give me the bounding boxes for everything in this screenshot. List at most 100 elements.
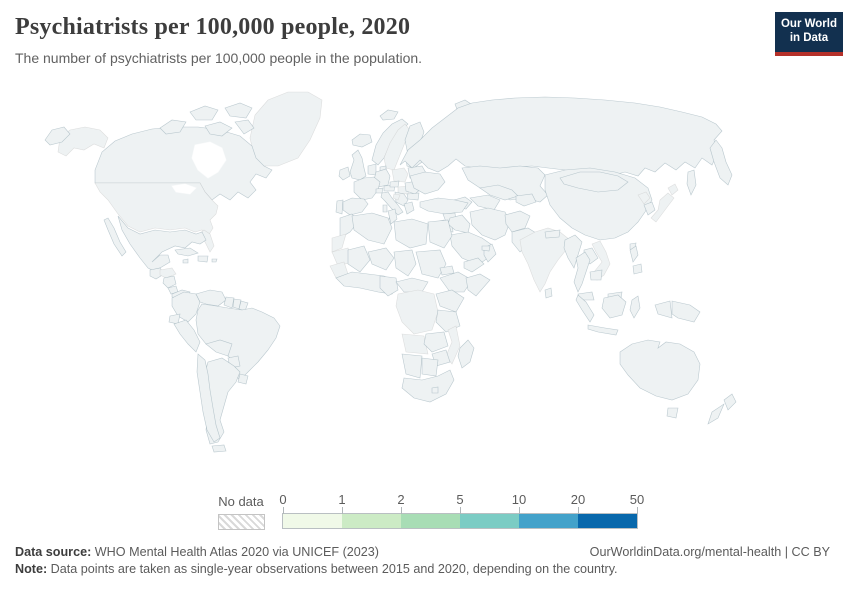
country-peru[interactable] [173, 319, 201, 353]
country-czechia[interactable] [389, 180, 400, 188]
country-nigeria[interactable] [379, 275, 399, 297]
country-cambodia[interactable] [589, 269, 603, 281]
country-namibia[interactable] [401, 353, 423, 379]
country-iceland[interactable] [351, 133, 373, 148]
country-madagascar[interactable] [457, 339, 475, 369]
country-western-sahara[interactable] [331, 233, 347, 253]
country-jamaica[interactable] [182, 258, 189, 264]
country-kenya[interactable] [435, 289, 465, 313]
country-benelux[interactable] [367, 163, 377, 176]
legend-bucket-1-2[interactable] [342, 514, 401, 528]
legend-bucket-2-5[interactable] [401, 514, 460, 528]
country-canada-arctic-islands[interactable] [159, 119, 187, 135]
country-philippines[interactable] [629, 245, 639, 263]
country-puerto-rico[interactable] [211, 258, 218, 263]
owid-logo[interactable]: Our World in Data [775, 12, 843, 56]
country-turkmenistan[interactable] [469, 194, 501, 211]
country-venezuela[interactable] [195, 289, 227, 307]
country-botswana[interactable] [421, 357, 439, 377]
owid-link[interactable]: OurWorldinData.org/mental-health | CC BY [589, 545, 830, 559]
country-chile[interactable] [196, 353, 221, 443]
country-bosnia[interactable] [392, 193, 401, 201]
country-afghanistan[interactable] [504, 210, 531, 233]
country-kyrgyzstan[interactable] [515, 193, 537, 207]
country-japan[interactable] [650, 192, 675, 223]
country-zambia[interactable] [423, 331, 449, 353]
country-russia-kamchatka[interactable] [709, 139, 733, 186]
country-greece[interactable] [403, 201, 415, 215]
country-italy-sardinia[interactable] [382, 204, 388, 213]
country-egypt[interactable] [427, 219, 453, 249]
country-drc[interactable] [395, 289, 439, 335]
country-canada[interactable] [94, 126, 273, 201]
country-guyana[interactable] [223, 296, 235, 309]
country-japan-hokkaido[interactable] [667, 183, 679, 196]
country-russia[interactable] [399, 96, 723, 177]
country-india[interactable] [519, 227, 571, 293]
country-indonesia-java[interactable] [587, 324, 619, 336]
country-indonesia-papua[interactable] [654, 300, 673, 319]
country-libya[interactable] [393, 218, 429, 249]
country-mongolia[interactable] [559, 171, 629, 193]
country-niger[interactable] [367, 247, 395, 271]
country-cuba[interactable] [174, 247, 199, 257]
country-angola[interactable] [401, 333, 429, 355]
country-mozambique[interactable] [445, 325, 461, 365]
country-brazil[interactable] [195, 303, 281, 381]
country-bolivia[interactable] [205, 339, 233, 357]
country-russia-sakhalin[interactable] [686, 169, 697, 196]
country-honduras[interactable] [159, 267, 177, 279]
country-svalbard[interactable] [379, 109, 399, 121]
country-spain[interactable] [342, 197, 369, 216]
country-yemen[interactable] [463, 257, 485, 273]
country-turkey[interactable] [419, 197, 469, 215]
country-sri-lanka[interactable] [544, 287, 553, 299]
country-papua-new-guinea[interactable] [671, 300, 701, 323]
country-mexico[interactable] [117, 215, 207, 271]
country-south-korea[interactable] [643, 201, 656, 216]
country-united-states[interactable] [94, 182, 219, 237]
country-indonesia-sumatra[interactable] [575, 294, 595, 323]
country-somalia[interactable] [465, 273, 491, 297]
country-indonesia-sulawesi[interactable] [629, 295, 641, 319]
country-hispaniola[interactable] [197, 255, 209, 263]
country-indonesia-borneo[interactable] [601, 294, 627, 319]
legend-bucket-5-10[interactable] [460, 514, 519, 528]
country-north-korea[interactable] [637, 191, 651, 205]
country-tasmania[interactable] [666, 407, 679, 419]
world-choropleth-map[interactable] [0, 78, 850, 490]
country-tierra-del-fuego[interactable] [211, 444, 227, 453]
country-cameroon-car[interactable] [395, 277, 429, 293]
country-united-kingdom[interactable] [349, 149, 367, 181]
country-switzerland[interactable] [375, 187, 384, 194]
country-uruguay[interactable] [237, 373, 249, 385]
country-nicaragua[interactable] [162, 275, 177, 289]
country-russia-chukotka[interactable] [44, 126, 71, 146]
country-eritrea[interactable] [439, 265, 455, 276]
country-new-zealand-north[interactable] [723, 393, 737, 411]
legend-no-data-swatch[interactable] [218, 514, 265, 530]
legend-bucket-10-20[interactable] [519, 514, 578, 528]
country-tunisia[interactable] [387, 208, 398, 225]
country-lesotho[interactable] [431, 386, 439, 394]
country-canada-arctic-islands[interactable] [234, 119, 255, 135]
country-nepal[interactable] [544, 229, 561, 239]
country-france[interactable] [353, 176, 381, 201]
country-alaska[interactable] [57, 126, 109, 157]
country-algeria[interactable] [351, 212, 393, 245]
country-bulgaria[interactable] [406, 192, 420, 201]
country-south-africa[interactable] [401, 369, 455, 403]
country-portugal[interactable] [335, 199, 344, 215]
country-ukraine[interactable] [409, 171, 446, 195]
country-ireland[interactable] [338, 166, 351, 181]
legend-colorbar[interactable] [282, 513, 638, 529]
country-mali[interactable] [347, 245, 371, 273]
country-new-zealand-south[interactable] [707, 403, 725, 425]
country-thailand[interactable] [573, 251, 591, 293]
country-canada-arctic-islands[interactable] [189, 105, 219, 121]
country-canada-arctic-islands[interactable] [224, 102, 253, 119]
legend-bucket-0-1[interactable] [283, 514, 342, 528]
country-myanmar[interactable] [563, 234, 583, 269]
country-greenland[interactable] [249, 91, 323, 167]
country-philippines-south[interactable] [632, 263, 643, 275]
